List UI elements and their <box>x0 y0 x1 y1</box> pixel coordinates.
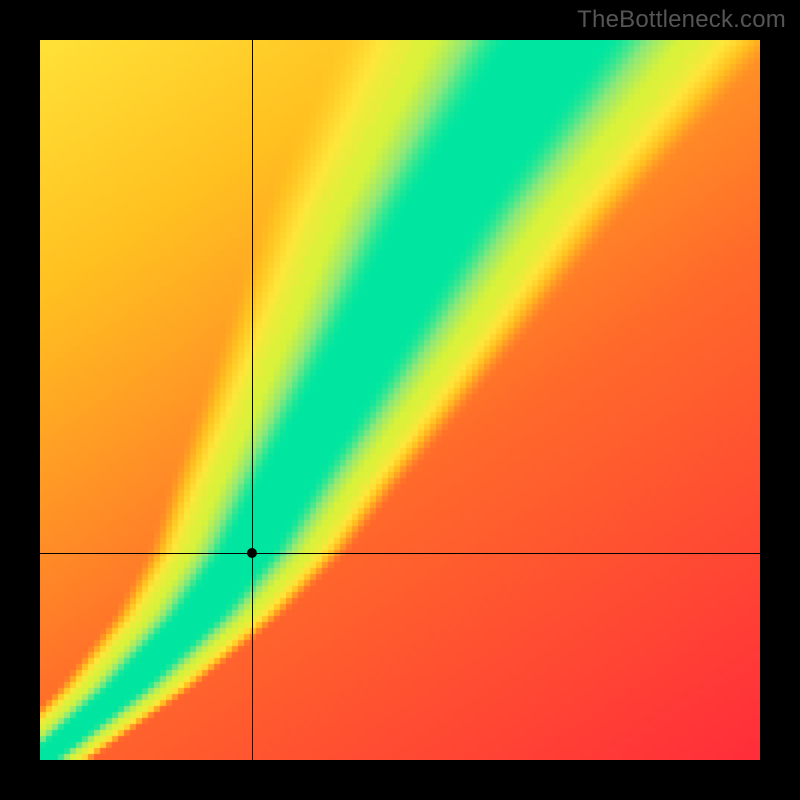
heatmap-canvas <box>40 40 760 760</box>
chart-container: TheBottleneck.com <box>0 0 800 800</box>
crosshair-marker <box>247 548 257 558</box>
crosshair-horizontal <box>40 553 760 554</box>
crosshair-vertical <box>252 40 253 760</box>
watermark-text: TheBottleneck.com <box>577 6 786 34</box>
chart-area <box>40 40 760 760</box>
